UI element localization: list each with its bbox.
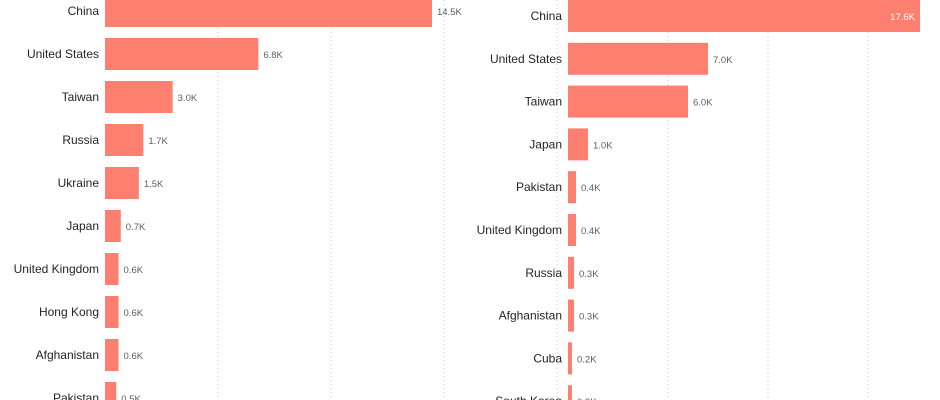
category-label: China — [531, 9, 563, 23]
data-label: 6.0K — [693, 98, 713, 109]
data-label: 0.4K — [581, 226, 601, 237]
data-label: 14.5K — [437, 7, 462, 18]
category-label: Russia — [62, 133, 99, 147]
bar[interactable] — [105, 0, 432, 27]
bar[interactable] — [105, 167, 139, 199]
bar[interactable] — [105, 38, 259, 70]
bar[interactable] — [568, 299, 574, 332]
bar[interactable] — [568, 42, 708, 75]
bar[interactable] — [105, 210, 121, 242]
data-label: 0.3K — [579, 269, 599, 280]
bar[interactable] — [568, 342, 572, 375]
data-label: 0.6K — [124, 351, 144, 362]
bar[interactable] — [105, 124, 144, 156]
category-label: Pakistan — [53, 391, 99, 400]
bar[interactable] — [568, 85, 688, 118]
data-label: 7.0K — [713, 55, 733, 66]
data-label: 0.5K — [121, 394, 141, 400]
data-label: 1.5K — [144, 179, 164, 190]
data-label: 0.3K — [579, 312, 599, 323]
category-label: Cuba — [533, 351, 562, 365]
data-label: 17.6K — [890, 12, 915, 23]
category-label: Taiwan — [62, 90, 99, 104]
data-label: 0.2K — [577, 354, 597, 365]
bar[interactable] — [568, 171, 576, 204]
data-label: 6.8K — [263, 50, 283, 61]
data-label: 1.7K — [148, 136, 168, 147]
bar[interactable] — [105, 296, 119, 328]
data-label: 0.7K — [126, 222, 146, 233]
left-bar-chart: China 14.5K United States 6.8K Taiwan 3.0K Rus… — [14, 0, 558, 400]
data-label: 3.0K — [178, 93, 198, 104]
bar[interactable] — [568, 0, 920, 32]
right-bar-chart: China 17.6K United States 7.0K Taiwan 6.0K Jap… — [477, 0, 920, 400]
bar[interactable] — [568, 256, 574, 289]
category-label: Pakistan — [516, 180, 562, 194]
category-label: United Kingdom — [477, 223, 562, 237]
category-label: Japan — [529, 137, 562, 151]
bar[interactable] — [568, 128, 588, 161]
category-label: United States — [490, 52, 562, 66]
category-label: Russia — [525, 266, 562, 280]
bar[interactable] — [105, 81, 173, 113]
category-label: Taiwan — [525, 95, 562, 109]
category-label: Hong Kong — [39, 305, 99, 319]
bar[interactable] — [105, 339, 119, 371]
data-label: 1.0K — [593, 140, 613, 151]
bar[interactable] — [105, 253, 119, 285]
bar[interactable] — [568, 214, 576, 246]
bar[interactable] — [568, 385, 572, 400]
data-label: 0.6K — [124, 265, 144, 276]
category-label: United States — [27, 47, 99, 61]
category-label: Afghanistan — [36, 348, 99, 362]
category-label: China — [68, 4, 100, 18]
category-label: United Kingdom — [14, 262, 99, 276]
category-label: Japan — [66, 219, 99, 233]
data-label: 0.6K — [124, 308, 144, 319]
bar[interactable] — [105, 382, 117, 400]
data-label: 0.4K — [581, 183, 601, 194]
category-label: Afghanistan — [499, 309, 562, 323]
category-label: South Korea — [495, 394, 562, 400]
category-label: Ukraine — [58, 176, 100, 190]
data-label: 0.2K — [577, 397, 597, 400]
